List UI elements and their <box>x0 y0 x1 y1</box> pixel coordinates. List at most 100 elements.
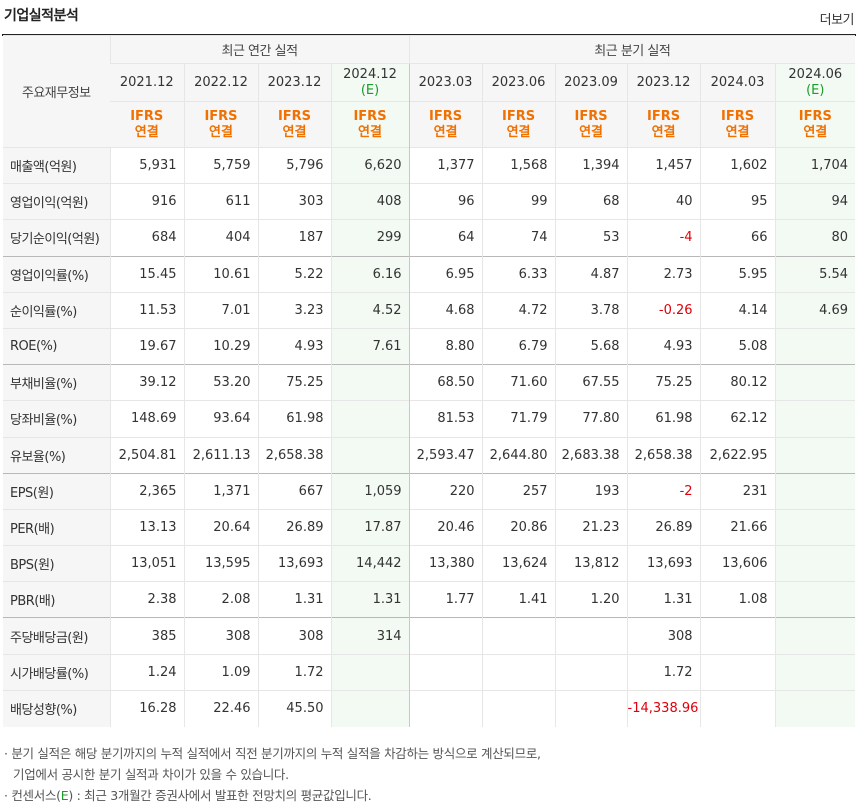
table-cell: 2.38 <box>109 581 184 618</box>
period-header: 2024.03 <box>699 63 776 102</box>
table-cell: 26.89 <box>626 508 701 546</box>
period-header: 2023.06 <box>481 63 556 102</box>
table-cell <box>774 581 856 618</box>
row-label: 영업이익률(%) <box>3 255 110 293</box>
period-header: 2023.12 <box>626 63 701 102</box>
period-label: 2021.12 <box>119 74 174 90</box>
basis-header: IFRS 연결 <box>481 101 556 148</box>
table-cell: 5.95 <box>699 255 776 293</box>
basis-header: IFRS 연결 <box>257 101 331 148</box>
table-cell: 21.66 <box>699 508 776 546</box>
table-cell <box>774 617 856 655</box>
period-header: 2024.06 (E) <box>774 63 856 102</box>
row-label: 순이익률(%) <box>3 291 110 329</box>
ifrs-label: IFRS <box>204 108 238 124</box>
table-cell <box>554 617 628 655</box>
basis-header: IFRS 연결 <box>699 101 776 148</box>
table-cell: 1,704 <box>774 146 856 184</box>
table-cell: 2,683.38 <box>554 436 628 474</box>
table-cell: 1.08 <box>699 581 776 618</box>
period-label: 2023.06 <box>491 74 546 90</box>
table-row: PER(배) 13.13 20.64 26.89 17.87 20.46 20.86 21.2… <box>3 508 856 546</box>
table-cell: 20.64 <box>183 508 258 546</box>
table-cell: 13,812 <box>554 545 628 582</box>
table-cell: 2,593.47 <box>408 436 483 474</box>
more-link[interactable]: 더보기 <box>819 13 855 28</box>
consolidated-label: 연결 <box>433 124 458 140</box>
table-cell: 1.31 <box>257 581 331 618</box>
footnote-consensus-e: E <box>60 788 69 803</box>
table-cell: 2,658.38 <box>257 436 331 474</box>
table-cell <box>481 653 556 691</box>
table-cell <box>774 472 856 510</box>
table-row: ROE(%) 19.67 10.29 4.93 7.61 8.80 6.79 5.68 4.93… <box>3 327 856 365</box>
table-cell: 1.09 <box>183 653 258 691</box>
row-label: BPS(원) <box>3 545 110 582</box>
period-label: 2024.03 <box>710 74 765 90</box>
table-cell: 13,624 <box>481 545 556 582</box>
table-cell: 53 <box>554 219 628 257</box>
table-cell <box>481 617 556 655</box>
period-header: 2022.12 <box>183 63 258 102</box>
table-cell: 8.80 <box>408 327 483 365</box>
table-cell: 231 <box>699 472 776 510</box>
table-cell: 1,059 <box>330 472 410 510</box>
basis-header: IFRS 연결 <box>626 101 701 148</box>
estimate-tag: (E) <box>360 82 380 98</box>
table-cell <box>699 617 776 655</box>
table-cell: 1.77 <box>408 581 483 618</box>
table-cell: 22.46 <box>183 689 258 727</box>
table-row: 배당성향(%) 16.28 22.46 45.50 -14,338.96 <box>3 689 856 727</box>
row-label: PBR(배) <box>3 581 110 618</box>
table-cell: 299 <box>330 219 410 257</box>
table-cell: 26.89 <box>257 508 331 546</box>
table-cell <box>408 617 483 655</box>
consolidated-label: 연결 <box>209 124 233 140</box>
table-cell: 1,457 <box>626 146 701 184</box>
footnote-consensus-suffix: ) : 최근 3개월간 증권사에서 발표한 전망치의 평균값입니다. <box>68 788 372 803</box>
table-cell <box>408 653 483 691</box>
table-cell: 13.13 <box>109 508 184 546</box>
table-cell: 1.31 <box>330 581 410 618</box>
table-cell: 93.64 <box>183 400 258 437</box>
table-cell: 13,693 <box>257 545 331 582</box>
row-label: 시가배당률(%) <box>3 653 110 691</box>
table-cell: 15.45 <box>109 255 184 293</box>
table-cell <box>774 508 856 546</box>
table-row: 당기순이익(억원) 684 404 187 299 64 74 53 -4 66 80 <box>3 219 856 257</box>
consolidated-label: 연결 <box>282 124 307 140</box>
table-cell <box>699 653 776 691</box>
row-label: 배당성향(%) <box>3 689 110 727</box>
table-cell <box>554 689 628 727</box>
table-cell <box>330 653 410 691</box>
table-cell: 64 <box>408 219 483 257</box>
table-cell: 21.23 <box>554 508 628 546</box>
row-label: 주당배당금(원) <box>3 617 110 655</box>
table-cell <box>481 689 556 727</box>
table-cell: 16.28 <box>109 689 184 727</box>
table-cell: 2,658.38 <box>626 436 701 474</box>
table-cell: 385 <box>109 617 184 655</box>
consolidated-label: 연결 <box>725 124 750 140</box>
table-cell: 404 <box>183 219 258 257</box>
table-cell: 5,796 <box>257 146 331 184</box>
table-cell: 7.61 <box>330 327 410 365</box>
ifrs-label: IFRS <box>501 108 536 124</box>
basis-header: IFRS 연결 <box>408 101 483 148</box>
table-cell: 308 <box>626 617 701 655</box>
ifrs-label: IFRS <box>130 108 164 124</box>
table-cell: 45.50 <box>257 689 331 727</box>
table-cell <box>554 653 628 691</box>
table-cell <box>330 689 410 727</box>
basis-header: IFRS 연결 <box>330 101 410 148</box>
table-cell: 5,931 <box>109 146 184 184</box>
table-cell: -4 <box>626 219 701 257</box>
table-cell: 187 <box>257 219 331 257</box>
table-row: 영업이익(억원) 916 611 303 408 96 99 68 40 95 94 <box>3 183 856 220</box>
table-cell: 1,377 <box>408 146 483 184</box>
table-cell: 3.78 <box>554 291 628 329</box>
table-cell: 4.93 <box>257 327 331 365</box>
table-cell: 314 <box>330 617 410 655</box>
estimate-tag: (E) <box>806 82 825 98</box>
period-header: 2021.12 <box>110 63 184 102</box>
